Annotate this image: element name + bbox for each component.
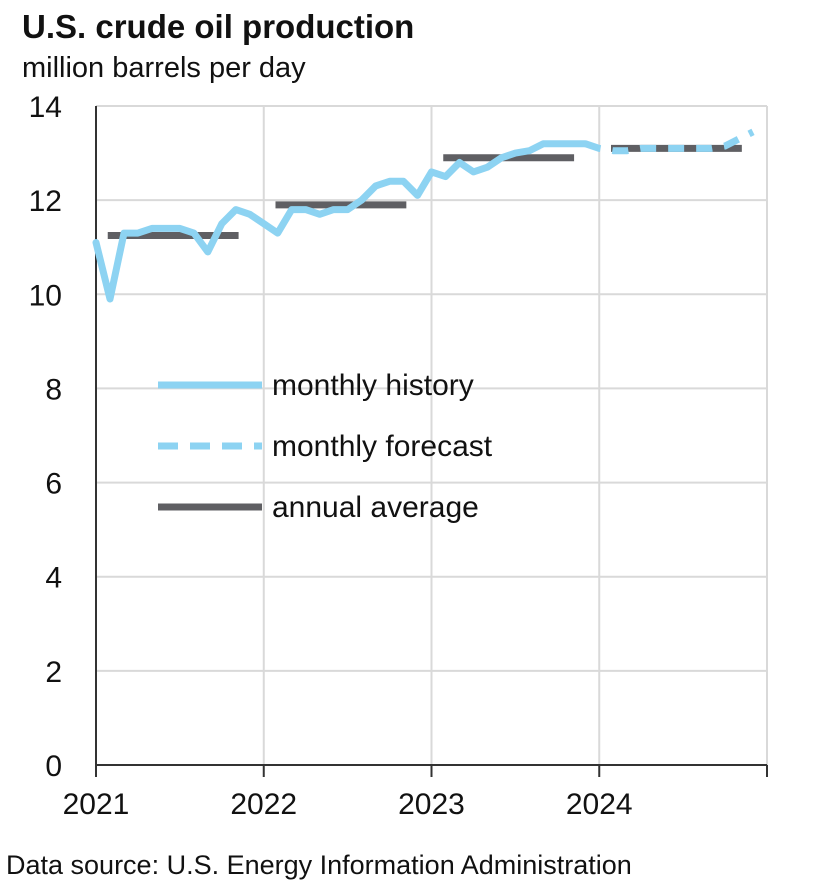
chart-title: U.S. crude oil production — [22, 8, 415, 45]
y-tick-label: 0 — [45, 750, 62, 783]
y-tick-label: 14 — [29, 91, 62, 124]
x-tick-label: 2023 — [398, 788, 465, 821]
chart-subtitle: million barrels per day — [22, 52, 306, 84]
legend-label: monthly history — [272, 369, 474, 402]
y-tick-label: 2 — [45, 656, 62, 689]
legend-label: monthly forecast — [272, 430, 493, 463]
line-chart: 0 2 4 6 8 10 12 14 2021 2022 2023 2024 monthly histo… — [29, 91, 768, 821]
y-tick-label: 8 — [45, 373, 62, 406]
y-tick-label: 10 — [29, 279, 62, 312]
x-tick-label: 2021 — [63, 788, 130, 821]
y-tick-label: 4 — [45, 562, 62, 595]
data-source-note: Data source: U.S. Energy Information Adm… — [6, 850, 632, 880]
legend-label: annual average — [272, 491, 479, 524]
x-tick-label: 2022 — [230, 788, 297, 821]
monthly-history-line — [92, 140, 589, 303]
y-tick-label: 12 — [29, 185, 62, 218]
x-tick-label: 2024 — [566, 788, 633, 821]
y-tick-label: 6 — [45, 468, 62, 501]
monthly-forecast-line — [584, 128, 755, 155]
